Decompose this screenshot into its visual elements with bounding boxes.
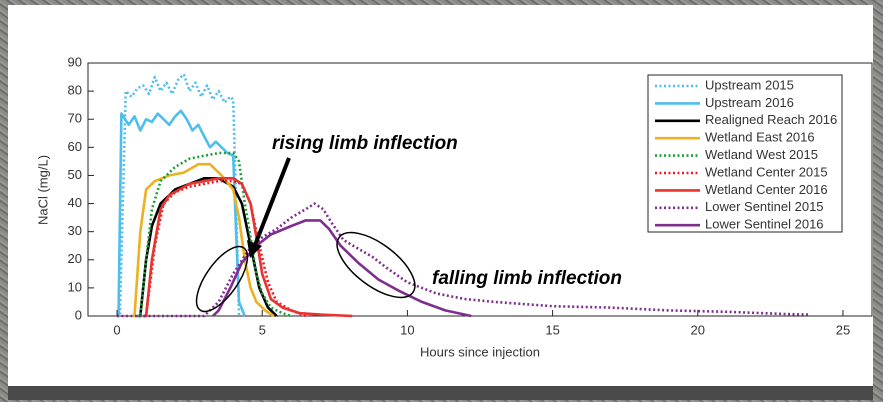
y-tick-label: 90 <box>68 54 82 69</box>
legend-label: Wetland Center 2016 <box>705 182 828 197</box>
x-tick-label: 20 <box>691 322 705 337</box>
ellipse <box>336 231 416 299</box>
legend-label: Lower Sentinel 2016 <box>705 217 824 232</box>
y-tick-label: 0 <box>75 307 82 322</box>
annotation: falling limb inflection <box>432 268 622 289</box>
y-tick-label: 50 <box>68 167 82 182</box>
series-line <box>211 219 472 318</box>
arrow-shaft <box>253 157 291 246</box>
y-tick-label: 20 <box>68 251 82 266</box>
x-tick-label: 5 <box>259 322 266 337</box>
series-line <box>117 109 247 318</box>
legend-label: Wetland East 2016 <box>705 130 815 145</box>
legend-label: Lower Sentinel 2015 <box>705 199 824 214</box>
x-tick-label: 25 <box>836 322 850 337</box>
legend <box>647 74 843 233</box>
y-tick-label: 30 <box>68 223 82 238</box>
annotation: rising limb inflection <box>272 133 458 154</box>
series-line <box>137 177 278 318</box>
y-tick-label: 70 <box>68 111 82 126</box>
y-axis-label: NaCl (mg/L) <box>35 155 50 225</box>
series-line <box>143 177 353 318</box>
y-tick-label: 60 <box>68 139 82 154</box>
x-tick-label: 10 <box>400 322 414 337</box>
x-tick-label: 0 <box>113 322 120 337</box>
ellipse <box>195 245 249 313</box>
y-tick-label: 80 <box>68 83 82 98</box>
lines <box>117 72 809 318</box>
y-tick-label: 10 <box>68 279 82 294</box>
series-line <box>131 162 275 318</box>
legend-label: Realigned Reach 2016 <box>705 112 837 127</box>
legend-label: Upstream 2016 <box>705 95 794 110</box>
panel-footer <box>8 386 873 400</box>
x-tick-label: 15 <box>545 322 559 337</box>
plot-frame <box>87 62 873 317</box>
x-axis-label: Hours since injection <box>420 344 540 359</box>
arrow-head <box>247 240 262 258</box>
series-line <box>117 72 241 318</box>
y-tick-label: 40 <box>68 195 82 210</box>
legend-label: Upstream 2015 <box>705 77 794 92</box>
series-line <box>117 202 809 318</box>
legend-label: Wetland West 2015 <box>705 147 818 162</box>
legend-label: Wetland Center 2015 <box>705 164 828 179</box>
